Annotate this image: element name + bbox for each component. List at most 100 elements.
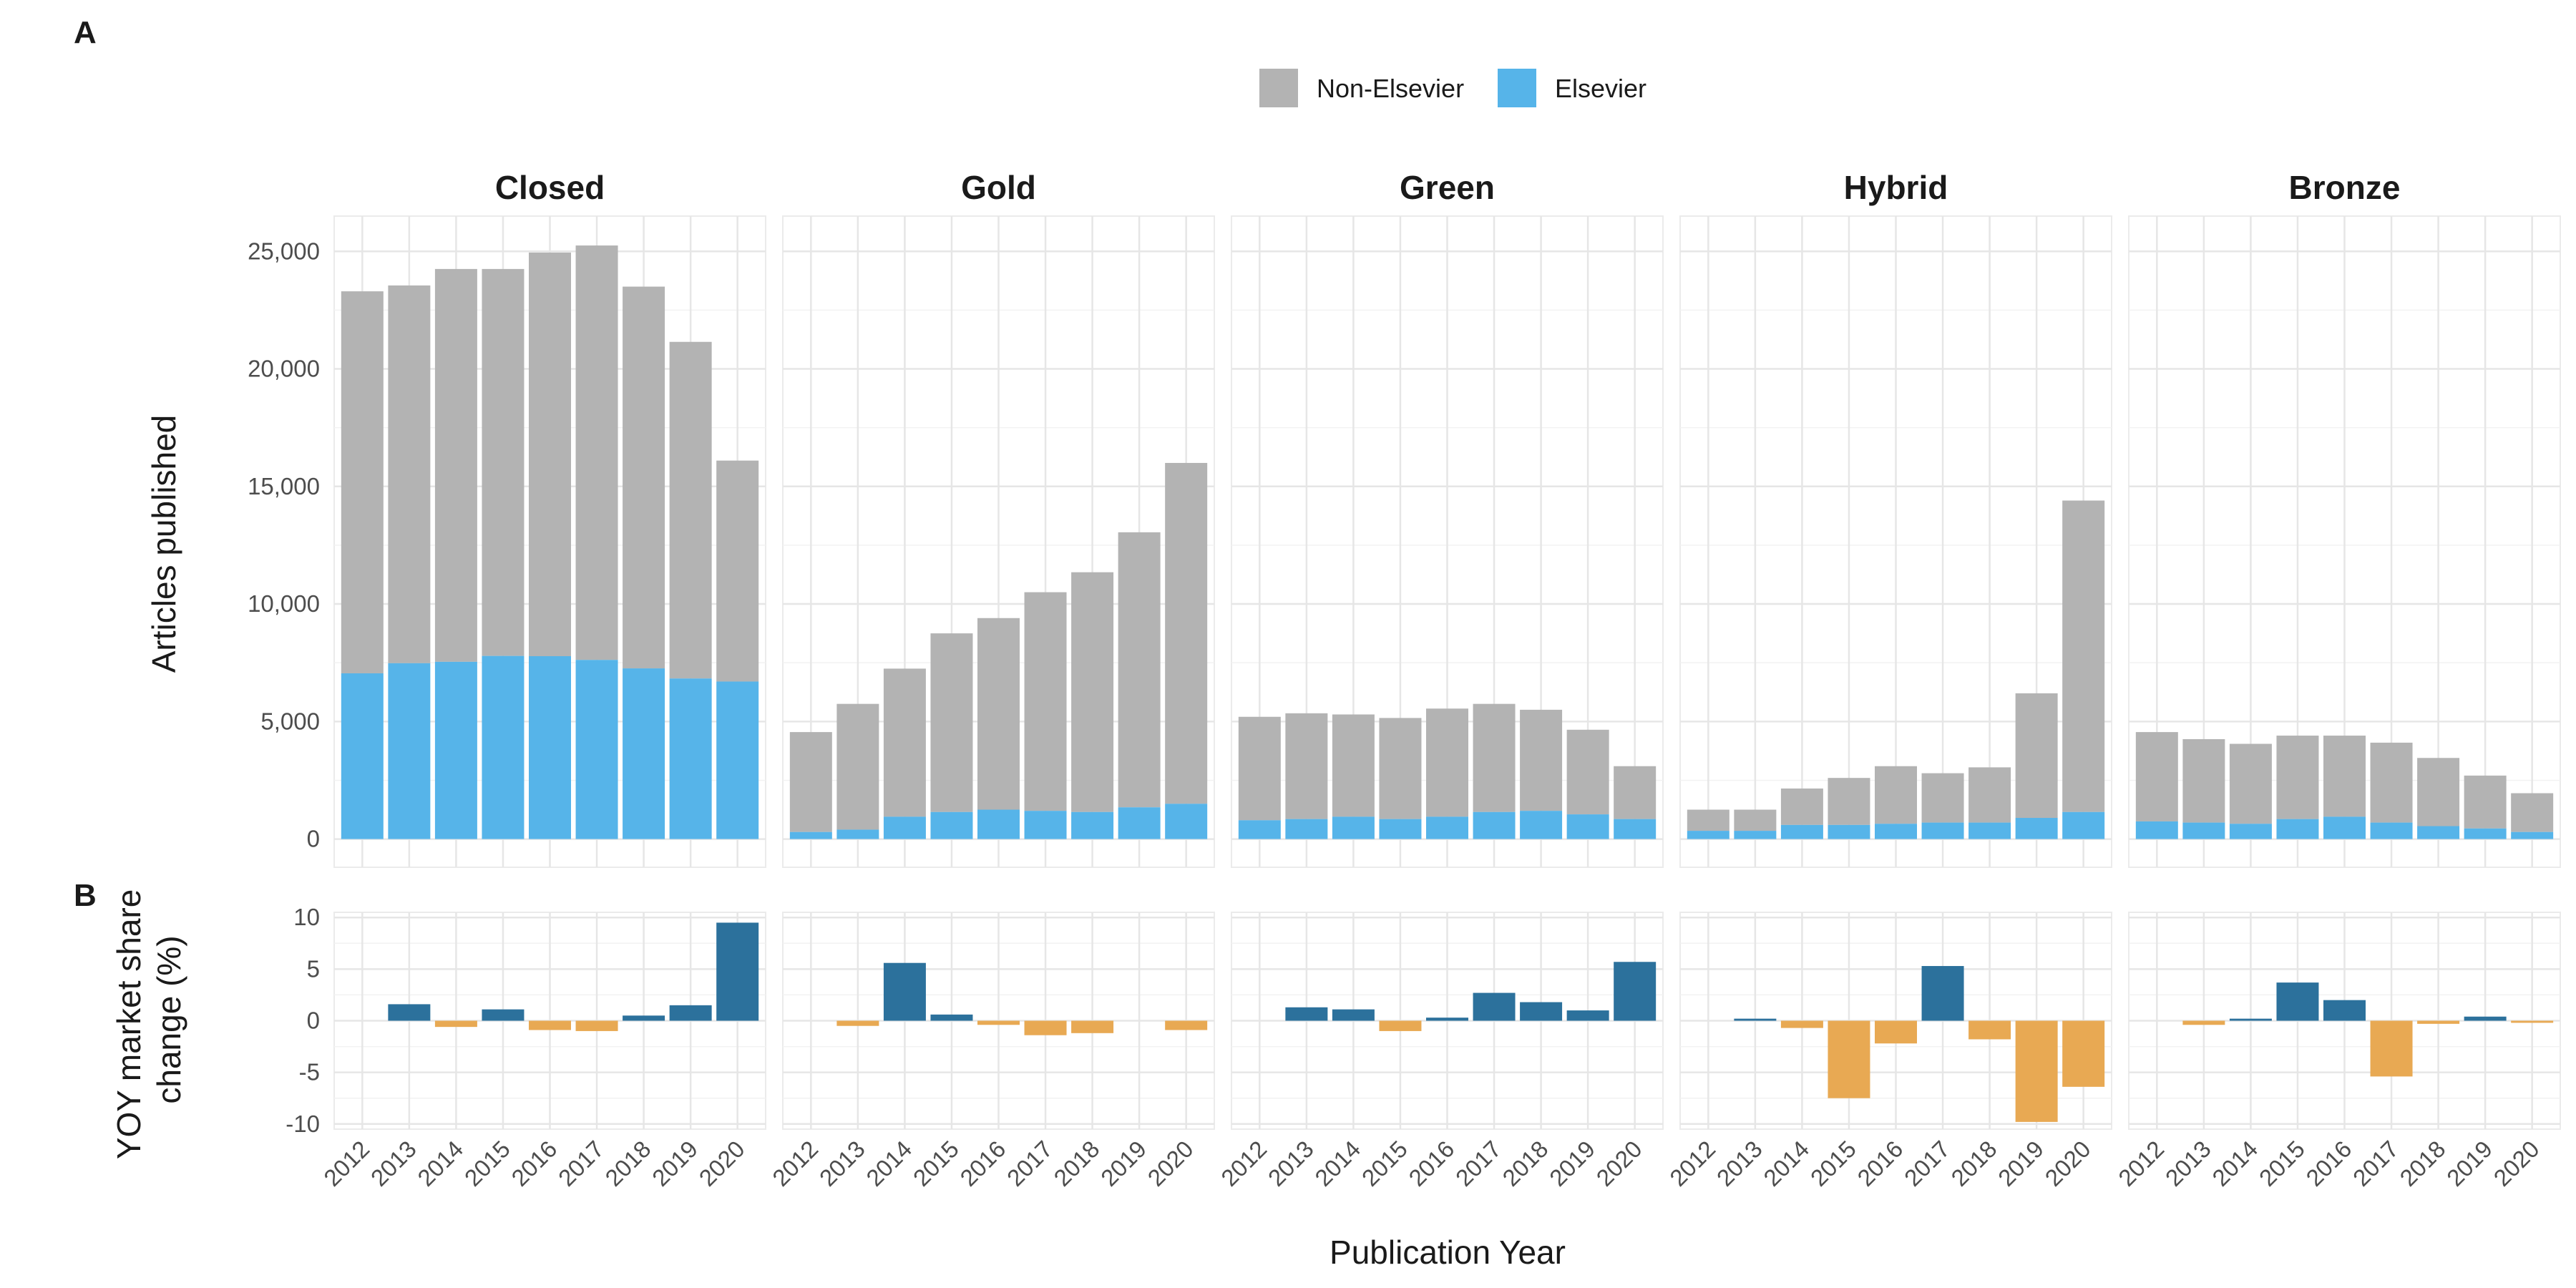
facet-bronze: Bronze 2012201320142015201620172018201920… [2113,169,2561,1191]
x-tick-label: 2015 [459,1136,515,1191]
bar-yoy-closed-2020 [716,922,759,1021]
bar-yoy-gold-2016 [977,1020,1020,1025]
bar-yoy-closed-2018 [623,1015,665,1021]
bar-yoy-bronze-2019 [2464,1016,2507,1021]
x-tick-label: 2013 [2160,1136,2216,1191]
bar-elsevier-closed-2020 [716,681,759,839]
panel-label-b: B [74,878,97,913]
x-tick-label: 2018 [1048,1136,1104,1191]
bar-non-elsevier-green-2015 [1379,718,1422,819]
bar-non-elsevier-gold-2020 [1165,462,1208,804]
bar-non-elsevier-gold-2019 [1118,532,1161,808]
facet-green: Green 20122013201420152016201720182019202… [1216,169,1664,1191]
x-tick-label: 2012 [1664,1136,1720,1191]
x-tick-label: 2019 [2441,1136,2497,1191]
bar-non-elsevier-hybrid-2013 [1734,809,1777,831]
bar-yoy-hybrid-2019 [2015,1020,2058,1122]
bar-non-elsevier-hybrid-2015 [1828,778,1870,825]
bar-yoy-bronze-2014 [2229,1018,2272,1021]
x-tick-label: 2017 [1450,1136,1506,1191]
bottom-y-tick-label: 10 [293,904,320,930]
bar-non-elsevier-bronze-2016 [2323,736,2366,817]
x-tick-label: 2014 [861,1136,917,1191]
bar-elsevier-hybrid-2019 [2015,818,2058,839]
bar-yoy-hybrid-2014 [1780,1020,1823,1028]
bar-yoy-gold-2014 [883,962,926,1021]
bar-yoy-green-2014 [1332,1009,1375,1021]
bar-yoy-bronze-2013 [2182,1020,2225,1025]
bar-non-elsevier-closed-2014 [434,268,477,662]
bar-non-elsevier-bronze-2019 [2464,775,2507,829]
bar-elsevier-closed-2019 [669,678,712,839]
top-y-tick-label: 15,000 [248,473,320,499]
facet-title-green: Green [1400,169,1495,206]
bar-elsevier-green-2017 [1473,811,1516,839]
bar-elsevier-hybrid-2014 [1780,824,1823,839]
bar-elsevier-gold-2014 [883,816,926,839]
bar-yoy-hybrid-2013 [1734,1018,1777,1021]
bar-non-elsevier-gold-2018 [1071,572,1114,812]
bar-non-elsevier-bronze-2017 [2370,742,2413,823]
bar-yoy-closed-2014 [434,1020,477,1028]
top-y-tick-label: 5,000 [260,708,320,734]
bar-elsevier-gold-2015 [930,811,973,839]
bar-elsevier-green-2012 [1238,820,1281,839]
bar-elsevier-green-2019 [1566,814,1609,839]
bottom-y-tick-label: 5 [307,955,320,982]
bar-elsevier-hybrid-2012 [1687,831,1729,839]
bar-yoy-gold-2013 [836,1020,879,1026]
bar-yoy-closed-2013 [388,1004,431,1021]
bar-yoy-green-2018 [1520,1002,1563,1021]
x-tick-label: 2015 [908,1136,964,1191]
legend-swatch-elsevier [1498,69,1536,107]
bottom-y-axis-title-line-1: YOY market share [110,889,147,1160]
bar-non-elsevier-closed-2013 [388,285,431,663]
x-tick-label: 2020 [2040,1136,2096,1191]
bar-elsevier-green-2013 [1285,819,1328,839]
x-tick-label: 2020 [2489,1136,2545,1191]
bar-yoy-bronze-2015 [2276,982,2319,1021]
x-tick-label: 2019 [1993,1136,2049,1191]
bar-elsevier-bronze-2020 [2511,831,2554,839]
x-tick-label: 2016 [1852,1136,1908,1191]
bar-non-elsevier-hybrid-2014 [1780,788,1823,825]
bar-elsevier-gold-2017 [1024,811,1067,839]
bar-non-elsevier-green-2014 [1332,714,1375,817]
bar-elsevier-bronze-2019 [2464,828,2507,839]
bar-non-elsevier-gold-2017 [1024,592,1067,811]
bar-elsevier-bronze-2018 [2417,826,2460,839]
bar-non-elsevier-closed-2017 [575,245,618,660]
x-tick-label: 2015 [1357,1136,1413,1191]
bar-non-elsevier-closed-2016 [529,252,571,656]
x-tick-label: 2018 [2394,1136,2450,1191]
x-tick-label: 2017 [1002,1136,1058,1191]
bar-elsevier-hybrid-2018 [1968,822,2011,839]
bar-elsevier-bronze-2015 [2276,819,2319,839]
bar-elsevier-hybrid-2016 [1875,824,1917,839]
bar-yoy-hybrid-2020 [2062,1020,2105,1087]
bottom-y-axis-title-line-2: change (%) [150,935,187,1103]
bar-non-elsevier-closed-2012 [341,291,384,673]
bar-elsevier-closed-2018 [623,668,665,839]
bar-yoy-green-2015 [1379,1020,1422,1031]
bar-non-elsevier-bronze-2018 [2417,758,2460,826]
top-y-tick-label: 10,000 [248,590,320,617]
bar-yoy-bronze-2017 [2370,1020,2413,1077]
bar-non-elsevier-bronze-2014 [2229,743,2272,824]
bar-non-elsevier-bronze-2020 [2511,793,2554,832]
bar-elsevier-hybrid-2013 [1734,831,1777,839]
bar-non-elsevier-hybrid-2012 [1687,809,1729,831]
facet-title-bronze: Bronze [2289,169,2401,206]
bar-elsevier-gold-2020 [1165,804,1208,839]
bar-elsevier-closed-2013 [388,663,431,839]
bar-elsevier-gold-2012 [789,831,832,839]
x-tick-label: 2012 [2113,1136,2169,1191]
x-tick-label: 2013 [814,1136,870,1191]
bar-yoy-green-2017 [1473,992,1516,1021]
x-tick-label: 2019 [1096,1136,1151,1191]
bar-yoy-closed-2016 [529,1020,571,1030]
bar-elsevier-gold-2013 [836,829,879,839]
bar-yoy-bronze-2018 [2417,1020,2460,1024]
x-tick-label: 2016 [1403,1136,1459,1191]
